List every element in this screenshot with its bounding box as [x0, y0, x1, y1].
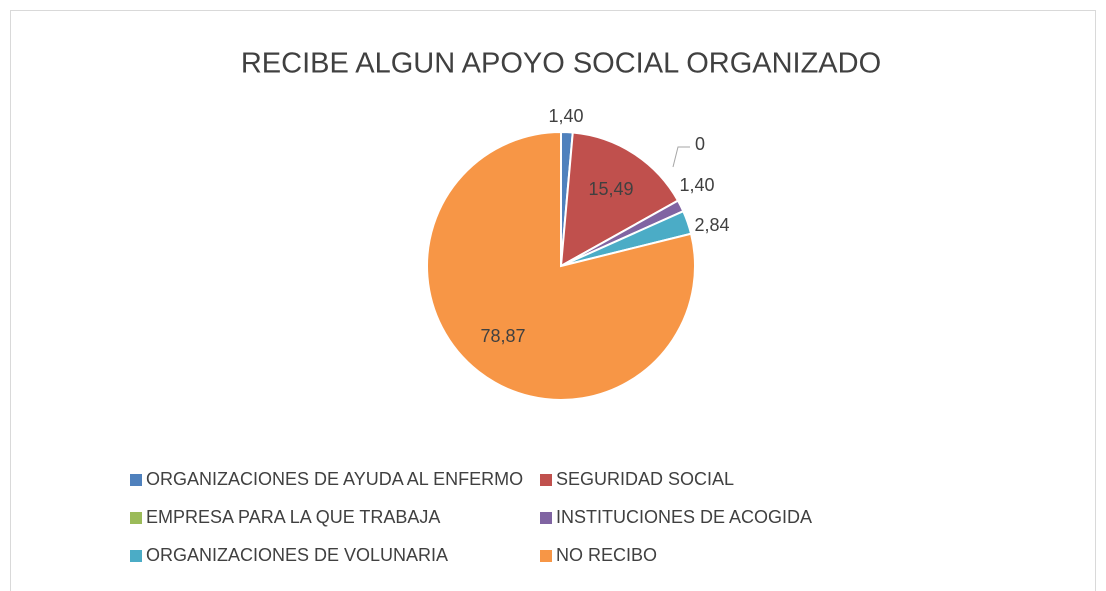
legend-swatch: [540, 550, 552, 562]
data-label: 78,87: [480, 326, 525, 346]
data-label: 0: [695, 134, 705, 154]
data-label: 1,40: [679, 175, 714, 195]
legend-swatch: [130, 550, 142, 562]
legend-swatch: [130, 474, 142, 486]
legend-label: EMPRESA PARA LA QUE TRABAJA: [146, 507, 440, 527]
pie-slice: [559, 131, 680, 268]
legend-label: NO RECIBO: [556, 545, 657, 565]
legend-label: INSTITUCIONES DE ACOGIDA: [556, 507, 812, 527]
data-label: 2,84: [694, 215, 729, 235]
chart-title: RECIBE ALGUN APOYO SOCIAL ORGANIZADO: [241, 48, 881, 80]
legend-swatch: [130, 512, 142, 524]
legend-label: ORGANIZACIONES DE VOLUNARIA: [146, 545, 448, 565]
legend-swatch: [540, 474, 552, 486]
data-label: 15,49: [588, 179, 633, 199]
legend-swatch: [540, 512, 552, 524]
data-label: 1,40: [548, 106, 583, 126]
leader-line: [672, 146, 690, 168]
pie-slice: [426, 130, 696, 401]
legend-label: ORGANIZACIONES DE AYUDA AL ENFERMO: [146, 469, 523, 489]
legend-label: SEGURIDAD SOCIAL: [556, 469, 734, 489]
